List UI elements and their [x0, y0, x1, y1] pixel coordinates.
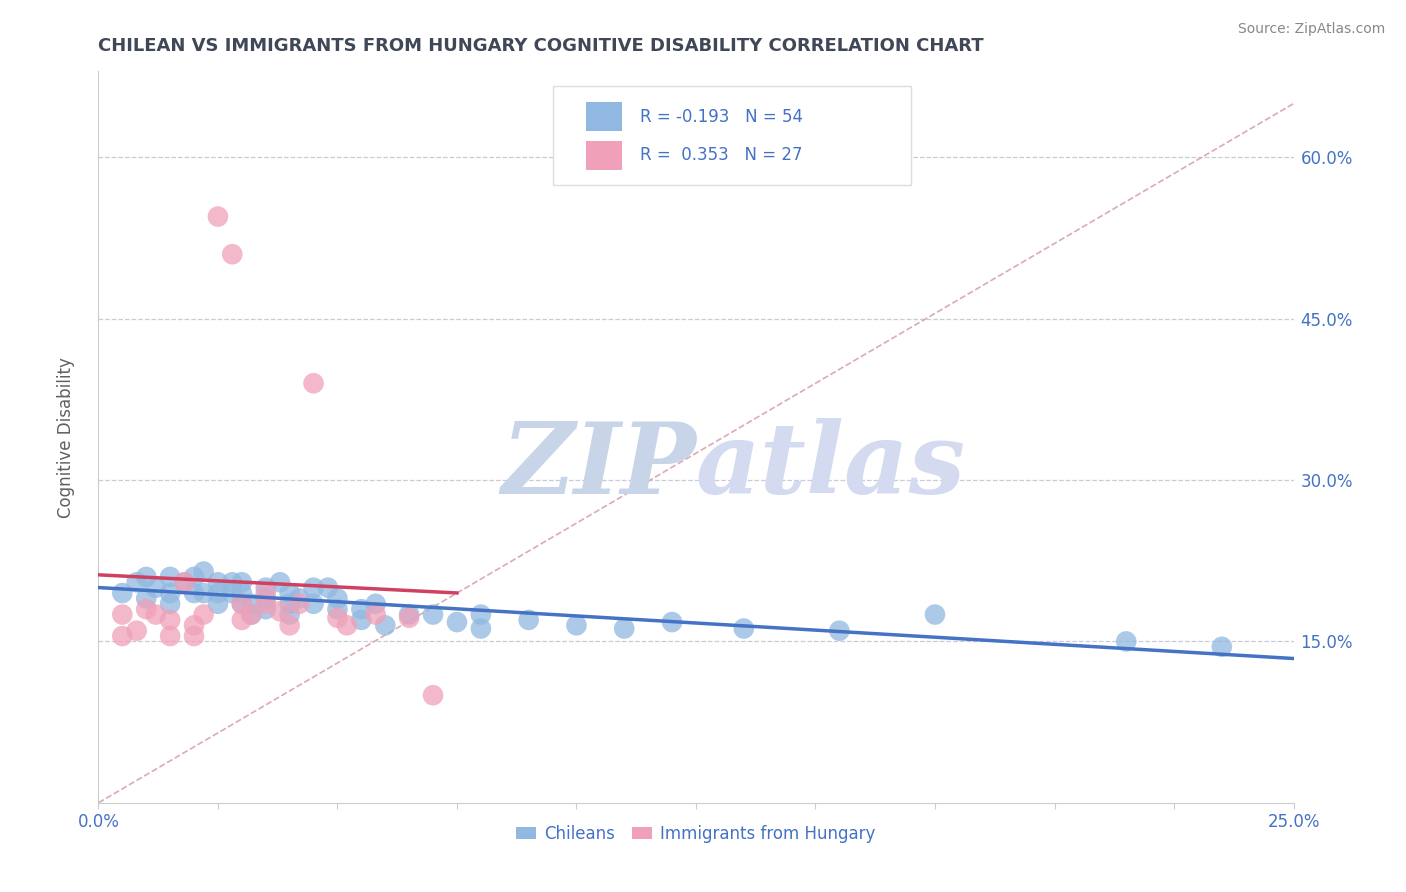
Point [207, 586, 229, 600]
Point [613, 622, 636, 636]
Point [254, 602, 277, 616]
Point [111, 629, 134, 643]
Point [278, 586, 301, 600]
Point [733, 622, 755, 636]
Point [278, 607, 301, 622]
Point [231, 597, 253, 611]
Point [470, 607, 492, 622]
Point [326, 602, 349, 616]
Text: CHILEAN VS IMMIGRANTS FROM HUNGARY COGNITIVE DISABILITY CORRELATION CHART: CHILEAN VS IMMIGRANTS FROM HUNGARY COGNI… [98, 37, 984, 54]
Text: R =  0.353   N = 27: R = 0.353 N = 27 [640, 146, 803, 164]
Point [661, 615, 683, 629]
Point [135, 570, 157, 584]
Point [193, 607, 215, 622]
Y-axis label: Cognitive Disability: Cognitive Disability [56, 357, 75, 517]
Text: atlas: atlas [696, 418, 966, 515]
Point [159, 613, 181, 627]
Point [288, 597, 311, 611]
Point [565, 618, 588, 632]
Point [173, 575, 195, 590]
Point [135, 602, 157, 616]
Bar [586, 102, 621, 131]
Point [517, 613, 540, 627]
Point [1211, 640, 1233, 654]
Point [302, 597, 325, 611]
Point [183, 618, 205, 632]
Point [302, 376, 325, 391]
Point [269, 575, 291, 590]
Point [231, 597, 253, 611]
Point [278, 597, 301, 611]
Point [326, 611, 349, 625]
Point [125, 575, 148, 590]
Point [374, 618, 396, 632]
Point [254, 591, 277, 606]
Point [422, 607, 444, 622]
Point [231, 586, 253, 600]
FancyBboxPatch shape [553, 86, 911, 185]
Point [159, 570, 181, 584]
Point [159, 629, 181, 643]
Point [183, 570, 205, 584]
Point [111, 586, 134, 600]
Point [221, 247, 243, 261]
Point [350, 602, 373, 616]
Point [254, 597, 277, 611]
Point [145, 607, 167, 622]
Point [221, 586, 243, 600]
Point [1115, 634, 1137, 648]
Point [924, 607, 946, 622]
Point [111, 607, 134, 622]
Point [278, 618, 301, 632]
Legend: Chileans, Immigrants from Hungary: Chileans, Immigrants from Hungary [509, 818, 883, 849]
Point [207, 575, 229, 590]
Point [125, 624, 148, 638]
Point [446, 615, 468, 629]
Point [240, 607, 263, 622]
Point [145, 581, 167, 595]
Point [193, 565, 215, 579]
Point [470, 622, 492, 636]
Point [398, 607, 420, 622]
Bar [586, 141, 621, 170]
Point [183, 629, 205, 643]
Point [254, 581, 277, 595]
Point [316, 581, 339, 595]
Point [221, 575, 243, 590]
Point [288, 591, 311, 606]
Point [231, 613, 253, 627]
Point [326, 591, 349, 606]
Point [173, 575, 195, 590]
Point [159, 597, 181, 611]
Point [183, 586, 205, 600]
Point [828, 624, 851, 638]
Point [302, 581, 325, 595]
Point [135, 591, 157, 606]
Point [269, 604, 291, 618]
Point [422, 688, 444, 702]
Point [207, 597, 229, 611]
Point [207, 210, 229, 224]
Text: Source: ZipAtlas.com: Source: ZipAtlas.com [1237, 22, 1385, 37]
Point [350, 613, 373, 627]
Point [364, 607, 387, 622]
Point [159, 586, 181, 600]
Text: ZIP: ZIP [501, 418, 696, 515]
Point [240, 597, 263, 611]
Point [240, 607, 263, 622]
Point [398, 611, 420, 625]
Point [336, 618, 359, 632]
Point [193, 586, 215, 600]
Point [231, 575, 253, 590]
Point [364, 597, 387, 611]
Text: R = -0.193   N = 54: R = -0.193 N = 54 [640, 108, 803, 126]
Point [254, 586, 277, 600]
